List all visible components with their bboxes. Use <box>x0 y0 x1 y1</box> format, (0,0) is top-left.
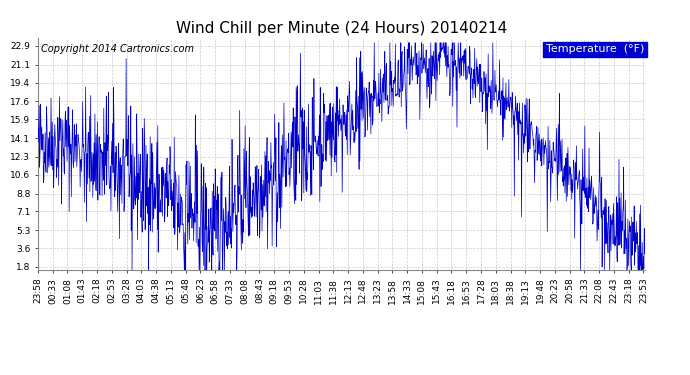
Text: Copyright 2014 Cartronics.com: Copyright 2014 Cartronics.com <box>41 45 194 54</box>
Title: Wind Chill per Minute (24 Hours) 20140214: Wind Chill per Minute (24 Hours) 2014021… <box>176 21 507 36</box>
Text: Temperature  (°F): Temperature (°F) <box>546 45 644 54</box>
